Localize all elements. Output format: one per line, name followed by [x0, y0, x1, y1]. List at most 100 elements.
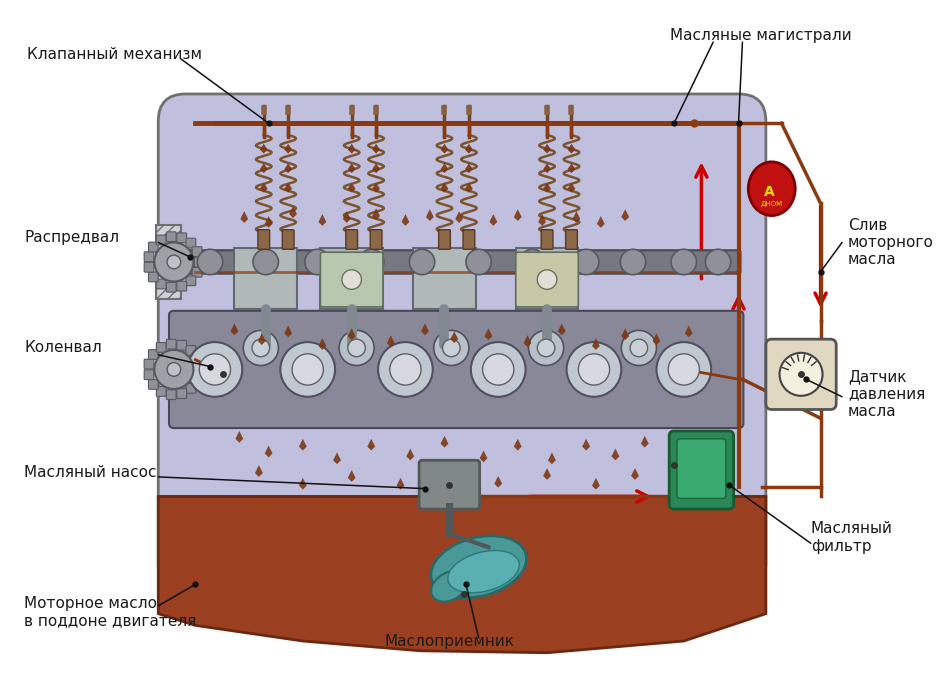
FancyBboxPatch shape: [186, 346, 196, 355]
Circle shape: [167, 363, 181, 377]
Polygon shape: [373, 183, 380, 193]
Polygon shape: [652, 333, 661, 345]
FancyBboxPatch shape: [156, 279, 166, 289]
FancyBboxPatch shape: [541, 229, 553, 249]
FancyBboxPatch shape: [144, 263, 154, 272]
Text: Распредвал: Распредвал: [25, 230, 119, 245]
Circle shape: [199, 354, 230, 385]
Circle shape: [188, 342, 243, 397]
Circle shape: [348, 339, 365, 357]
Polygon shape: [260, 163, 267, 173]
Circle shape: [671, 249, 697, 275]
FancyBboxPatch shape: [192, 354, 202, 364]
FancyBboxPatch shape: [156, 225, 181, 299]
Circle shape: [578, 354, 610, 385]
Circle shape: [656, 342, 711, 397]
Polygon shape: [441, 183, 448, 193]
Polygon shape: [441, 144, 448, 153]
Ellipse shape: [431, 571, 467, 602]
Circle shape: [167, 255, 181, 269]
Polygon shape: [455, 211, 463, 223]
Polygon shape: [230, 323, 238, 335]
Polygon shape: [670, 448, 678, 460]
Polygon shape: [258, 333, 265, 345]
FancyBboxPatch shape: [566, 229, 577, 249]
FancyBboxPatch shape: [192, 247, 202, 256]
Circle shape: [197, 249, 223, 275]
FancyBboxPatch shape: [516, 252, 578, 307]
Polygon shape: [319, 214, 326, 226]
Text: Датчик
давления
масла: Датчик давления масла: [848, 369, 925, 419]
Polygon shape: [568, 163, 575, 173]
FancyBboxPatch shape: [669, 431, 734, 509]
Circle shape: [281, 342, 335, 397]
Polygon shape: [240, 211, 248, 223]
Polygon shape: [289, 207, 297, 218]
FancyBboxPatch shape: [346, 229, 357, 249]
Polygon shape: [319, 338, 326, 350]
Polygon shape: [548, 453, 556, 464]
Polygon shape: [670, 476, 678, 488]
FancyBboxPatch shape: [144, 370, 154, 379]
Polygon shape: [480, 451, 487, 462]
FancyBboxPatch shape: [177, 341, 187, 350]
FancyBboxPatch shape: [166, 390, 176, 399]
Polygon shape: [348, 163, 356, 173]
Polygon shape: [592, 478, 600, 490]
FancyBboxPatch shape: [177, 233, 187, 243]
Polygon shape: [441, 163, 448, 173]
Polygon shape: [557, 323, 566, 335]
Circle shape: [378, 342, 433, 397]
FancyBboxPatch shape: [192, 375, 202, 385]
Circle shape: [779, 353, 823, 396]
Polygon shape: [348, 144, 356, 153]
Polygon shape: [568, 183, 575, 193]
FancyBboxPatch shape: [166, 232, 176, 242]
Circle shape: [253, 249, 279, 275]
Polygon shape: [631, 468, 639, 480]
Circle shape: [342, 269, 361, 290]
Circle shape: [620, 249, 646, 275]
Circle shape: [621, 330, 656, 366]
Circle shape: [483, 354, 514, 385]
Polygon shape: [426, 209, 434, 221]
Polygon shape: [621, 328, 629, 340]
FancyBboxPatch shape: [156, 386, 166, 397]
Text: Масляные магистрали: Масляные магистрали: [670, 28, 851, 43]
Polygon shape: [333, 453, 341, 464]
FancyBboxPatch shape: [258, 229, 269, 249]
FancyBboxPatch shape: [149, 242, 158, 252]
Polygon shape: [573, 211, 580, 223]
FancyBboxPatch shape: [149, 272, 158, 282]
Circle shape: [538, 269, 556, 290]
FancyBboxPatch shape: [320, 248, 383, 309]
FancyBboxPatch shape: [283, 229, 294, 249]
Polygon shape: [543, 144, 551, 153]
Circle shape: [358, 249, 384, 275]
Polygon shape: [684, 325, 693, 337]
FancyBboxPatch shape: [149, 350, 158, 359]
Text: Масляный
фильтр: Масляный фильтр: [811, 521, 893, 553]
FancyBboxPatch shape: [371, 229, 382, 249]
Circle shape: [410, 249, 435, 275]
Polygon shape: [284, 183, 292, 193]
Circle shape: [434, 330, 469, 366]
FancyBboxPatch shape: [177, 389, 187, 399]
Polygon shape: [641, 436, 648, 448]
Polygon shape: [299, 439, 307, 451]
Polygon shape: [543, 163, 551, 173]
FancyBboxPatch shape: [766, 339, 836, 410]
FancyBboxPatch shape: [177, 281, 187, 291]
Circle shape: [339, 330, 374, 366]
Polygon shape: [484, 328, 492, 340]
Polygon shape: [402, 214, 410, 226]
Polygon shape: [514, 209, 521, 221]
Text: А: А: [764, 184, 775, 198]
Circle shape: [155, 350, 193, 389]
Polygon shape: [260, 183, 267, 193]
FancyBboxPatch shape: [156, 235, 166, 245]
Polygon shape: [158, 496, 766, 653]
Polygon shape: [421, 323, 428, 335]
Polygon shape: [611, 448, 619, 460]
Polygon shape: [255, 465, 263, 477]
